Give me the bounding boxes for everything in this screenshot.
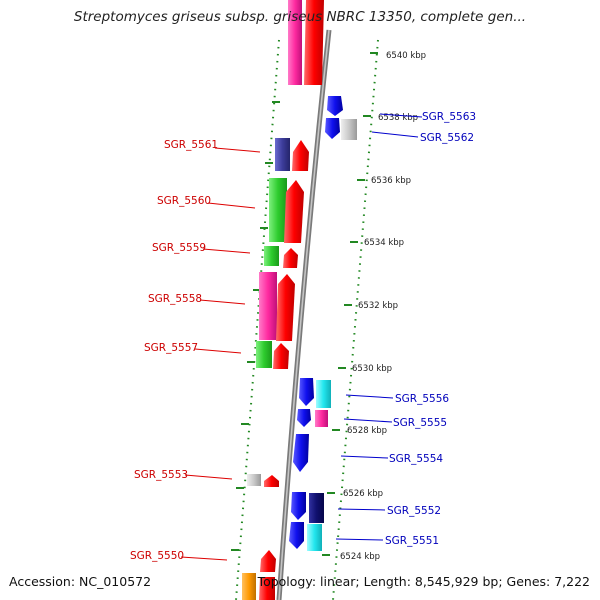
- red-gene-track: [259, 0, 324, 600]
- gene-label-sgr-5557[interactable]: SGR_5557: [144, 342, 198, 354]
- left-leader-lines: [180, 147, 261, 561]
- gene-block-pink[interactable]: [288, 0, 302, 85]
- leader-line: [180, 556, 228, 561]
- scale-label: 6536 kbp: [371, 176, 411, 186]
- gene-arrow-blue[interactable]: [327, 96, 343, 116]
- gene-arrow-red[interactable]: [259, 577, 275, 600]
- scale-label: 6534 kbp: [364, 238, 404, 248]
- chromosome-backbone-highlight: [278, 29, 330, 600]
- leader-line: [337, 508, 386, 511]
- scale-label: 6538 kbp: [378, 113, 418, 123]
- gene-arrow-red[interactable]: [283, 248, 298, 268]
- gene-label-sgr-5561[interactable]: SGR_5561: [164, 139, 218, 151]
- gene-block-navy[interactable]: [309, 493, 324, 523]
- leader-line: [343, 418, 393, 423]
- gene-label-sgr-5554[interactable]: SGR_5554: [389, 453, 443, 465]
- leader-line: [184, 474, 233, 480]
- scale-label: 6526 kbp: [343, 489, 383, 499]
- scale-labels: 6540 kbp 6538 kbp 6536 kbp 6534 kbp 6532…: [340, 51, 426, 562]
- gene-arrow-red[interactable]: [284, 180, 304, 243]
- topology-text: Topology: linear; Length: 8,545,929 bp; …: [257, 574, 590, 589]
- scale-label: 6532 kbp: [358, 301, 398, 311]
- gene-block-green[interactable]: [264, 246, 279, 266]
- gene-label-sgr-5556[interactable]: SGR_5556: [395, 393, 449, 405]
- right-gene-track: [289, 96, 357, 551]
- gene-label-sgr-5558[interactable]: SGR_5558: [148, 293, 202, 305]
- scale-label: 6524 kbp: [340, 552, 380, 562]
- gene-arrow-red[interactable]: [276, 274, 295, 341]
- gene-label-sgr-5562[interactable]: SGR_5562: [420, 132, 474, 144]
- leader-line: [340, 455, 389, 459]
- scale-label: 6540 kbp: [386, 51, 426, 61]
- right-dotted-guide: [332, 39, 379, 600]
- gene-arrow-blue[interactable]: [289, 522, 304, 549]
- leader-line: [202, 248, 251, 254]
- right-leader-lines: [335, 113, 423, 541]
- gene-arrow-blue[interactable]: [291, 492, 306, 520]
- gene-label-sgr-5555[interactable]: SGR_5555: [393, 417, 447, 429]
- gene-arrow-red[interactable]: [292, 140, 309, 171]
- scale-guides: [235, 39, 379, 600]
- scale-label: 6530 kbp: [352, 364, 392, 374]
- left-dotted-guide: [235, 39, 280, 600]
- gene-arrow-red[interactable]: [264, 475, 279, 487]
- gene-arrow-red[interactable]: [260, 550, 276, 572]
- gene-block-cyan[interactable]: [316, 380, 331, 408]
- right-gene-labels: SGR_5563 SGR_5562 SGR_5556 SGR_5555 SGR_…: [385, 111, 476, 547]
- leader-line: [379, 113, 423, 118]
- leader-line: [214, 147, 261, 153]
- scale-ticks: [231, 52, 378, 556]
- leader-line: [207, 202, 256, 209]
- gene-label-sgr-5552[interactable]: SGR_5552: [387, 505, 441, 517]
- gene-label-sgr-5553[interactable]: SGR_5553: [134, 469, 188, 481]
- gene-arrow-blue[interactable]: [293, 434, 309, 472]
- gene-block-purple[interactable]: [275, 138, 290, 171]
- gene-block-pink[interactable]: [259, 272, 277, 340]
- gene-arrow-blue[interactable]: [325, 118, 340, 139]
- leader-line: [199, 299, 246, 305]
- gene-arrow-red[interactable]: [304, 0, 324, 85]
- accession-text: Accession: NC_010572: [9, 574, 152, 589]
- left-gene-labels: SGR_5561 SGR_5560 SGR_5559 SGR_5558 SGR_…: [130, 139, 218, 562]
- gene-label-sgr-5560[interactable]: SGR_5560: [157, 195, 211, 207]
- gene-block-green[interactable]: [269, 178, 287, 242]
- gene-block-gray[interactable]: [341, 119, 357, 140]
- gene-label-sgr-5550[interactable]: SGR_5550: [130, 550, 184, 562]
- left-gene-track: [242, 0, 302, 600]
- genome-title: Streptomyces griseus subsp. griseus NBRC…: [73, 9, 527, 25]
- leader-line: [345, 394, 394, 399]
- gene-block-green[interactable]: [256, 341, 272, 368]
- gene-block-pink[interactable]: [315, 410, 328, 427]
- gene-block-orange[interactable]: [242, 573, 256, 600]
- gene-block-cyan[interactable]: [307, 524, 322, 551]
- scale-label: 6528 kbp: [347, 426, 387, 436]
- gene-arrow-red[interactable]: [273, 343, 289, 369]
- gene-label-sgr-5559[interactable]: SGR_5559: [152, 242, 206, 254]
- gene-label-sgr-5551[interactable]: SGR_5551: [385, 535, 439, 547]
- gene-label-sgr-5563[interactable]: SGR_5563: [422, 111, 476, 123]
- gene-arrow-blue[interactable]: [297, 409, 311, 427]
- leader-line: [371, 131, 419, 138]
- gene-block-gray[interactable]: [247, 474, 261, 486]
- leader-line: [335, 538, 384, 541]
- leader-line: [194, 348, 242, 354]
- gene-arrow-blue[interactable]: [299, 378, 314, 406]
